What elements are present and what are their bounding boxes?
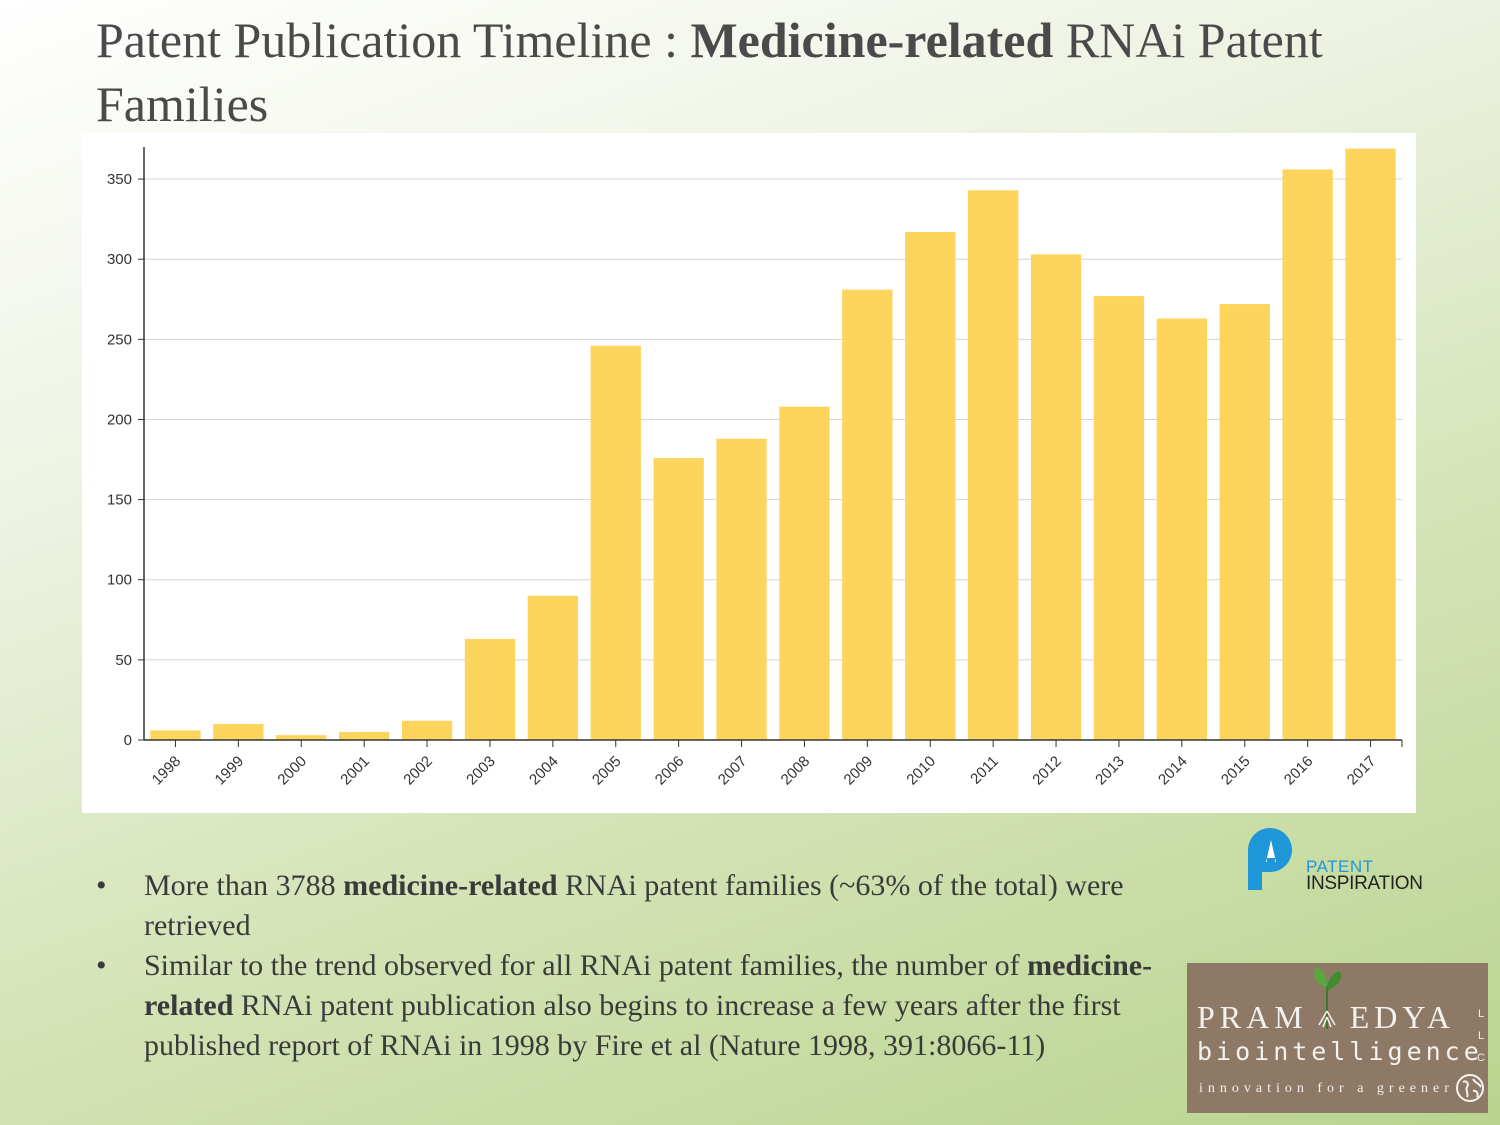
chart-panel: 0 50 100 150 200 250 300 350 1998 1999 2000 2001 200… xyxy=(82,133,1416,813)
bar xyxy=(590,345,641,740)
bar xyxy=(842,289,893,740)
x-tick-label: 2004 xyxy=(526,753,562,789)
bullet-bold: medicine-related xyxy=(343,869,558,902)
x-tick-label: 2010 xyxy=(903,753,939,789)
bar xyxy=(1345,148,1396,740)
bar xyxy=(653,457,704,740)
pramoedya-name-right: EDYA xyxy=(1349,999,1456,1035)
bar xyxy=(905,231,956,740)
bullet-text: More than 3788 xyxy=(144,869,344,902)
patent-inspiration-line1: PATENT xyxy=(1306,857,1374,876)
x-tick-label: 2006 xyxy=(652,753,688,789)
bar xyxy=(150,730,201,740)
pramoedya-subtitle: biointelligence xyxy=(1197,1037,1483,1066)
bar xyxy=(338,731,390,740)
bar xyxy=(1093,296,1145,740)
x-tick-label: 2013 xyxy=(1092,753,1128,789)
x-tick-label: 2015 xyxy=(1218,753,1254,789)
patent-inspiration-icon xyxy=(1248,828,1292,890)
x-tick-label: 2011 xyxy=(967,753,1002,788)
x-tick-label: 2017 xyxy=(1344,753,1380,789)
y-tick-label: 100 xyxy=(107,572,132,589)
bar xyxy=(527,595,579,740)
bullet-item: • More than 3788 medicine-related RNAi pa… xyxy=(96,866,1176,946)
bar-chart: 0 50 100 150 200 250 300 350 1998 1999 2000 2001 200… xyxy=(107,147,1403,789)
x-tick-label: 2009 xyxy=(841,753,877,789)
bar xyxy=(716,438,767,740)
bullet-item: • Similar to the trend observed for all R… xyxy=(96,946,1176,1066)
bar xyxy=(1282,169,1333,740)
x-tick-label: 2003 xyxy=(463,753,499,789)
patent-inspiration-logo: PATENT INSPIRATION xyxy=(1244,828,1424,894)
globe-icon xyxy=(1456,1074,1484,1102)
y-tick-label: 50 xyxy=(115,652,132,669)
title-part-2: RNAi Patent Families xyxy=(96,12,1323,132)
slide-title: Patent Publication Timeline : Medicine-r… xyxy=(96,8,1436,136)
llc-letter: L xyxy=(1477,1008,1485,1020)
bar xyxy=(967,190,1019,741)
x-tick-label: 2008 xyxy=(778,753,814,789)
x-tick-label: 2002 xyxy=(400,753,436,789)
bar xyxy=(1030,254,1082,740)
bullet-marker: • xyxy=(96,949,107,982)
y-tick-label: 200 xyxy=(107,411,132,428)
x-tick-label: 2007 xyxy=(715,753,751,789)
pramoedya-tagline: innovation for a greener xyxy=(1199,1081,1454,1096)
x-tick-label: 2012 xyxy=(1029,753,1065,789)
x-tick-label: 1999 xyxy=(212,753,248,789)
x-tick-label: 2005 xyxy=(589,753,625,789)
title-bold: Medicine-related xyxy=(690,12,1054,68)
bar xyxy=(464,639,516,740)
bullet-list: • More than 3788 medicine-related RNAi pa… xyxy=(96,866,1176,1066)
x-tick-label: 2016 xyxy=(1281,753,1317,789)
x-tick-label: 2000 xyxy=(274,753,310,789)
llc-letter: L xyxy=(1477,1030,1485,1042)
bullet-text: RNAi patent families (~63% of the total)… xyxy=(144,869,1124,942)
y-tick-label: 350 xyxy=(107,171,132,188)
y-tick-label: 250 xyxy=(107,331,132,348)
pramoedya-logo: PRAM EDYA biointelligence innovation for … xyxy=(1187,963,1488,1113)
y-tick-label: 150 xyxy=(107,492,132,509)
bullet-text: Similar to the trend observed for all RN… xyxy=(144,949,1028,982)
bullet-marker: • xyxy=(96,869,107,902)
llc-letter: C xyxy=(1477,1052,1485,1064)
pramoedya-name: PRAM EDYA xyxy=(1197,999,1455,1036)
x-tick-label: 2014 xyxy=(1155,753,1191,789)
x-tick-label: 1998 xyxy=(149,753,185,789)
bar xyxy=(276,735,327,740)
x-tick-label: 2001 xyxy=(337,753,373,789)
bar xyxy=(1156,318,1208,740)
bar xyxy=(779,406,830,740)
pramoedya-name-left: PRAM xyxy=(1197,999,1308,1035)
title-part-1: Patent Publication Timeline : xyxy=(96,12,691,68)
patent-inspiration-line2: INSPIRATION xyxy=(1306,873,1423,894)
bar xyxy=(1219,304,1270,740)
bullet-bold: medicine-related xyxy=(144,949,1153,1022)
bar xyxy=(401,720,453,740)
y-tick-label: 300 xyxy=(107,251,132,268)
bar xyxy=(213,723,264,740)
y-tick-label: 0 xyxy=(124,732,132,749)
sprout-icon xyxy=(1314,967,1342,1029)
bullet-text: RNAi patent publication also begins to i… xyxy=(144,989,1121,1062)
